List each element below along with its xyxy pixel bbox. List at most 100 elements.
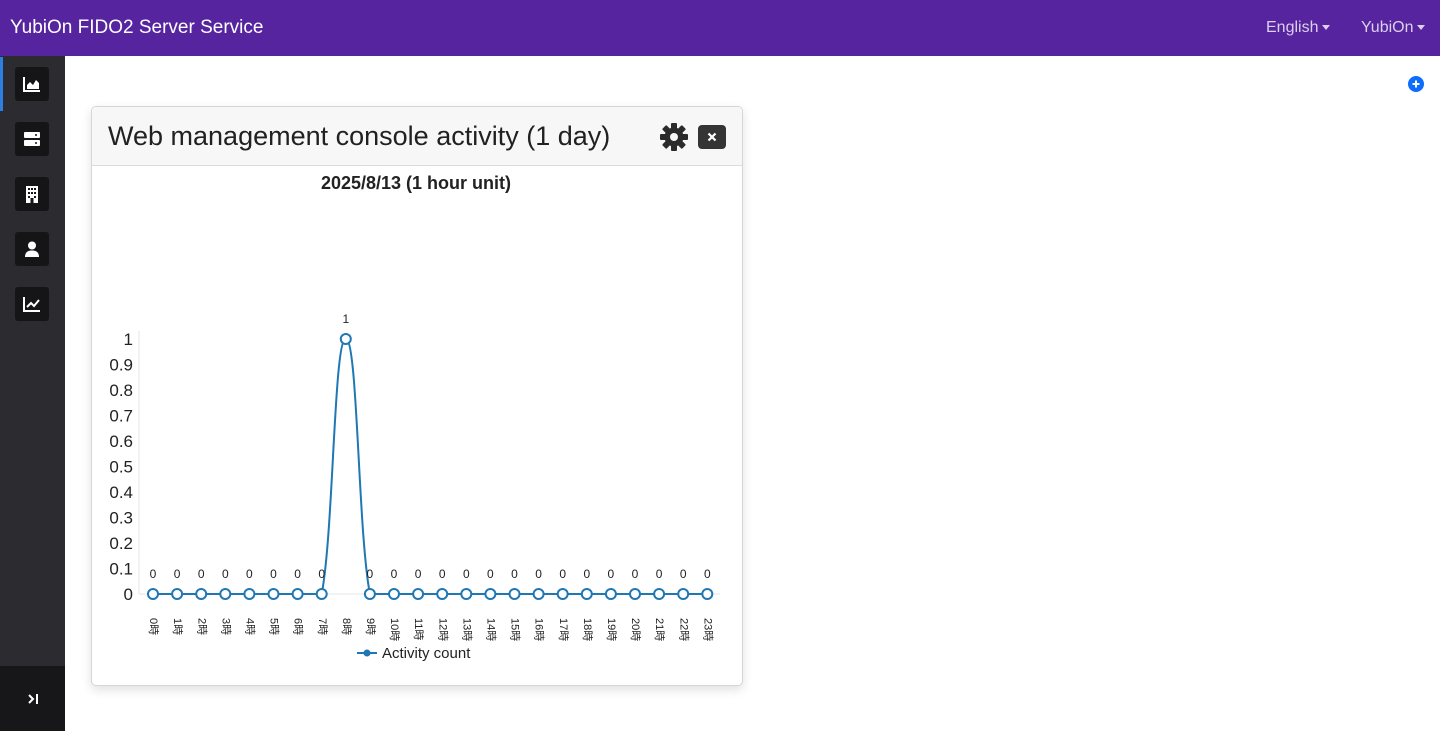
y-tick-label: 0.6 — [109, 432, 133, 451]
data-point[interactable] — [315, 588, 328, 600]
data-point[interactable] — [243, 588, 256, 600]
data-label: 0 — [559, 567, 566, 581]
caret-down-icon — [1322, 25, 1331, 31]
data-label: 0 — [535, 567, 542, 581]
data-point[interactable] — [171, 588, 184, 600]
data-label: 0 — [704, 567, 711, 581]
area-chart-icon — [23, 77, 40, 92]
server-icon — [24, 132, 40, 146]
data-label: 0 — [511, 567, 518, 581]
data-point[interactable] — [339, 333, 352, 345]
x-tick-label: 10時 — [388, 618, 401, 641]
x-tick-label: 22時 — [677, 618, 690, 641]
data-point[interactable] — [677, 588, 690, 600]
data-point[interactable] — [388, 588, 400, 600]
data-label: 0 — [608, 567, 615, 581]
data-point[interactable] — [653, 588, 666, 600]
data-point[interactable] — [147, 588, 159, 600]
data-label: 0 — [415, 567, 422, 581]
x-tick-label: 14時 — [484, 618, 497, 641]
x-tick-label: 23時 — [701, 618, 714, 641]
data-point[interactable] — [629, 588, 641, 600]
data-label: 0 — [270, 567, 277, 581]
data-label: 0 — [246, 567, 253, 581]
series-line-activity-count — [153, 337, 708, 595]
x-tick-label: 0時 — [147, 618, 160, 635]
y-tick-label: 0.4 — [109, 483, 133, 502]
data-label: 0 — [294, 567, 301, 581]
data-label: 0 — [656, 567, 663, 581]
data-label: 0 — [367, 567, 374, 581]
data-point[interactable] — [701, 588, 714, 600]
y-tick-label: 0.3 — [109, 509, 133, 528]
data-label: 0 — [583, 567, 590, 581]
x-tick-label: 7時 — [316, 618, 329, 635]
x-tick-label: 13時 — [460, 618, 473, 641]
data-point[interactable] — [363, 588, 376, 600]
sidebar-item-dashboard[interactable] — [15, 67, 49, 101]
x-tick-label: 8時 — [340, 618, 353, 635]
widget-header: Web management console activity (1 day) — [92, 107, 742, 166]
collapse-toggle-icon — [27, 693, 38, 704]
language-label: English — [1266, 19, 1319, 36]
data-label: 0 — [439, 567, 446, 581]
x-tick-label: 3時 — [219, 618, 232, 635]
x-tick-label: 6時 — [292, 618, 305, 635]
sidebar-collapse-toggle[interactable] — [0, 666, 65, 731]
x-tick-label: 1時 — [171, 618, 184, 635]
close-widget-button[interactable] — [698, 125, 726, 149]
x-tick-label: 9時 — [364, 618, 377, 635]
line-chart-icon — [23, 297, 40, 312]
data-point[interactable] — [219, 588, 232, 600]
add-widget-button[interactable] — [1408, 76, 1424, 92]
sidebar-item-organization[interactable] — [15, 177, 49, 211]
gear-icon[interactable] — [660, 123, 688, 151]
sidebar-item-users[interactable] — [15, 232, 49, 266]
data-label: 0 — [318, 567, 325, 581]
x-tick-label: 17時 — [557, 618, 570, 641]
data-point[interactable] — [291, 588, 304, 600]
data-label: 0 — [174, 567, 181, 581]
user-dropdown[interactable]: YubiOn — [1361, 19, 1426, 37]
activity-line-chart: 2025/8/13 (1 hour unit) 0 0.1 0.2 0.3 0.4 0.5… — [109, 173, 720, 662]
y-tick-label: 0 — [124, 585, 133, 604]
x-tick-label: 15時 — [509, 618, 522, 641]
chart-legend[interactable]: Activity count — [357, 645, 471, 662]
data-point[interactable] — [508, 588, 521, 600]
legend-label: Activity count — [382, 645, 471, 662]
x-tick-label: 11時 — [412, 618, 425, 640]
data-point[interactable] — [604, 588, 617, 600]
data-point[interactable] — [195, 588, 208, 600]
data-label: 0 — [487, 567, 494, 581]
language-dropdown[interactable]: English — [1266, 19, 1331, 37]
data-label: 0 — [150, 567, 157, 581]
x-tick-label: 19時 — [605, 618, 618, 641]
sidebar-active-indicator — [0, 57, 3, 111]
user-label: YubiOn — [1361, 19, 1414, 36]
data-label: 0 — [632, 567, 639, 581]
sidebar-item-reports[interactable] — [15, 287, 49, 321]
data-point[interactable] — [436, 588, 449, 600]
legend-marker — [363, 649, 371, 657]
y-tick-label: 0.8 — [109, 381, 133, 400]
data-point[interactable] — [580, 588, 593, 600]
data-point[interactable] — [484, 588, 497, 600]
x-tick-label: 2時 — [195, 618, 208, 635]
data-point[interactable] — [267, 588, 280, 600]
data-point[interactable] — [556, 588, 569, 600]
widget-title: Web management console activity (1 day) — [108, 121, 611, 151]
sidebar-item-servers[interactable] — [15, 122, 49, 156]
chart-title: 2025/8/13 (1 hour unit) — [321, 173, 511, 193]
data-label: 0 — [222, 567, 229, 581]
data-point[interactable] — [532, 588, 545, 600]
plus-icon — [1412, 80, 1420, 88]
data-point[interactable] — [412, 588, 425, 600]
close-icon — [707, 132, 717, 142]
sidebar — [0, 56, 65, 731]
activity-widget: Web management console activity (1 day) — [91, 106, 743, 686]
data-point[interactable] — [460, 588, 473, 600]
top-navbar: YubiOn FIDO2 Server Service English Yubi… — [0, 0, 1440, 56]
brand-title[interactable]: YubiOn FIDO2 Server Service — [10, 17, 264, 38]
data-label: 1 — [342, 312, 349, 326]
x-tick-label: 18時 — [581, 618, 594, 641]
